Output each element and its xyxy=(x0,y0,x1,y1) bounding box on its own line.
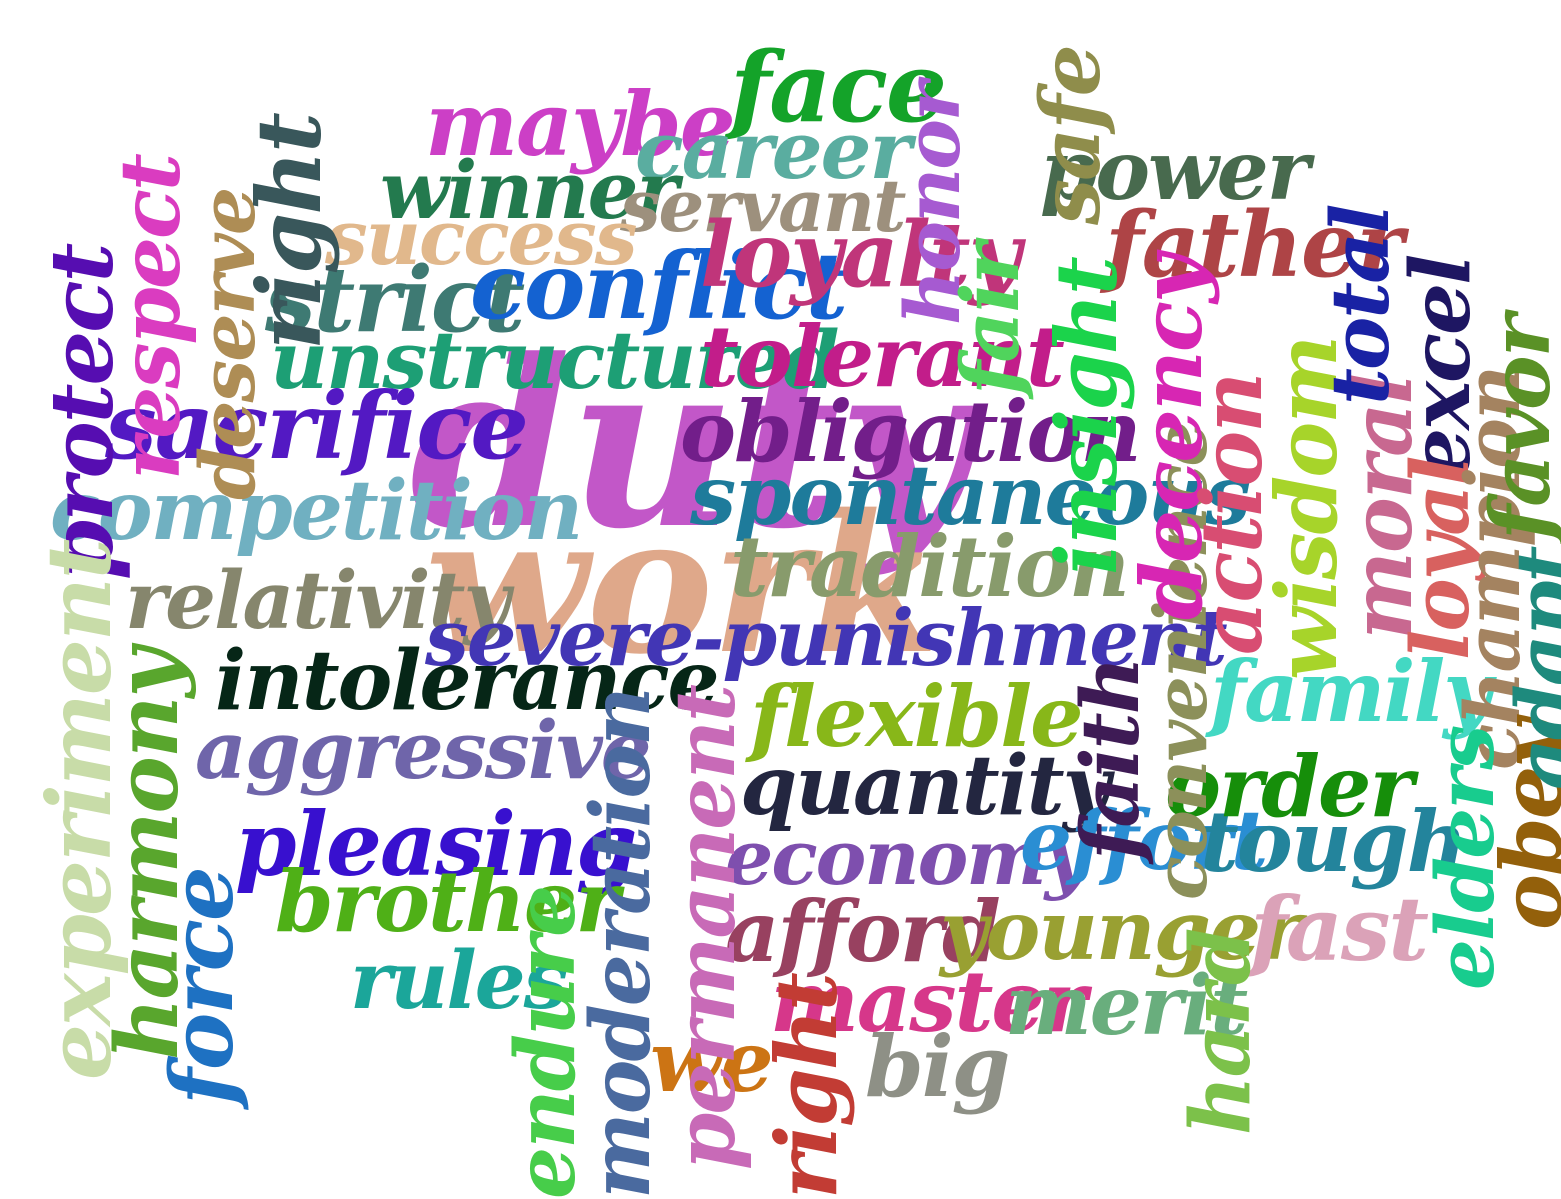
word-elders: elders xyxy=(1418,726,1512,990)
word-afford: afford xyxy=(725,882,1001,981)
word-conflict: conflict xyxy=(470,232,848,340)
word-merit: merit xyxy=(1005,958,1248,1054)
word-tough: tough xyxy=(1200,792,1468,891)
word-respect: respect xyxy=(103,155,199,480)
word-permanent: permanent xyxy=(658,686,754,1170)
word-moderation: moderation xyxy=(573,688,669,1199)
word-aggressive: aggressive xyxy=(195,703,652,797)
word-brother: brother xyxy=(275,852,620,951)
word-competition: competition xyxy=(50,463,583,559)
word-force: force xyxy=(152,868,253,1105)
word-relativity: relativity xyxy=(125,553,510,647)
word-rules: rules xyxy=(350,933,569,1027)
word-power: power xyxy=(1040,123,1310,219)
word-family: family xyxy=(1210,642,1492,741)
word-quantity: quantity xyxy=(740,738,1110,834)
word-winner: winner xyxy=(380,143,679,237)
word-obligation: obligation xyxy=(680,382,1142,481)
word-face: face xyxy=(730,31,947,144)
word-pleasing: pleasing xyxy=(235,792,637,896)
word-effort: effort xyxy=(1020,793,1268,889)
word-economy: economy xyxy=(725,813,1089,902)
word-spontaneous: spontaneous xyxy=(690,448,1251,544)
word-flexible: flexible xyxy=(750,667,1084,766)
word-fair: fair xyxy=(943,244,1037,395)
word-success: success xyxy=(325,193,638,282)
word-sacrifice: sacrifice xyxy=(105,372,529,480)
word-hard: hard xyxy=(1173,929,1269,1135)
word-favor: favor xyxy=(1473,316,1561,540)
word-severe-punishment: severe-punishment xyxy=(425,593,1228,684)
word-career: career xyxy=(635,103,912,197)
word-safe: safe xyxy=(1023,46,1119,225)
word-total: total xyxy=(1313,205,1407,406)
word-unstructured: unstructured xyxy=(270,313,839,407)
word-duty: duty xyxy=(410,310,972,580)
word-loyalty: loyalty xyxy=(700,202,1021,308)
word-fast: fast xyxy=(1250,877,1429,981)
word-strict: strict xyxy=(265,247,525,353)
word-tolerant: tolerant xyxy=(700,307,1065,406)
word-right-bottom: right xyxy=(757,974,856,1199)
word-father: father xyxy=(1105,192,1404,298)
word-younger: younger xyxy=(940,883,1302,979)
word-work: work xyxy=(425,473,941,696)
word-adapt: adapt xyxy=(1498,547,1561,791)
word-order: order xyxy=(1165,737,1414,836)
word-master: master xyxy=(770,952,1087,1051)
word-we: we xyxy=(650,1012,774,1111)
word-insight: insight xyxy=(1037,258,1136,575)
word-intolerance: intolerance xyxy=(215,633,720,729)
word-servant: servant xyxy=(620,163,906,248)
word-tradition: tradition xyxy=(730,517,1130,616)
word-maybe: maybe xyxy=(425,72,736,176)
word-right-top: right xyxy=(237,114,341,350)
word-big: big xyxy=(865,1017,1010,1116)
